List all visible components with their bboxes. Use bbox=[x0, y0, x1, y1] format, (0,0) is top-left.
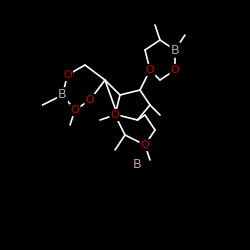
Text: B: B bbox=[133, 158, 142, 172]
Text: B: B bbox=[171, 44, 179, 57]
Text: O: O bbox=[146, 65, 154, 75]
Text: B: B bbox=[58, 88, 67, 102]
Text: O: O bbox=[170, 65, 179, 75]
Text: O: O bbox=[63, 70, 72, 80]
Text: O: O bbox=[86, 95, 94, 105]
Text: O: O bbox=[71, 105, 80, 115]
Text: O: O bbox=[140, 140, 149, 150]
Text: O: O bbox=[110, 110, 120, 120]
